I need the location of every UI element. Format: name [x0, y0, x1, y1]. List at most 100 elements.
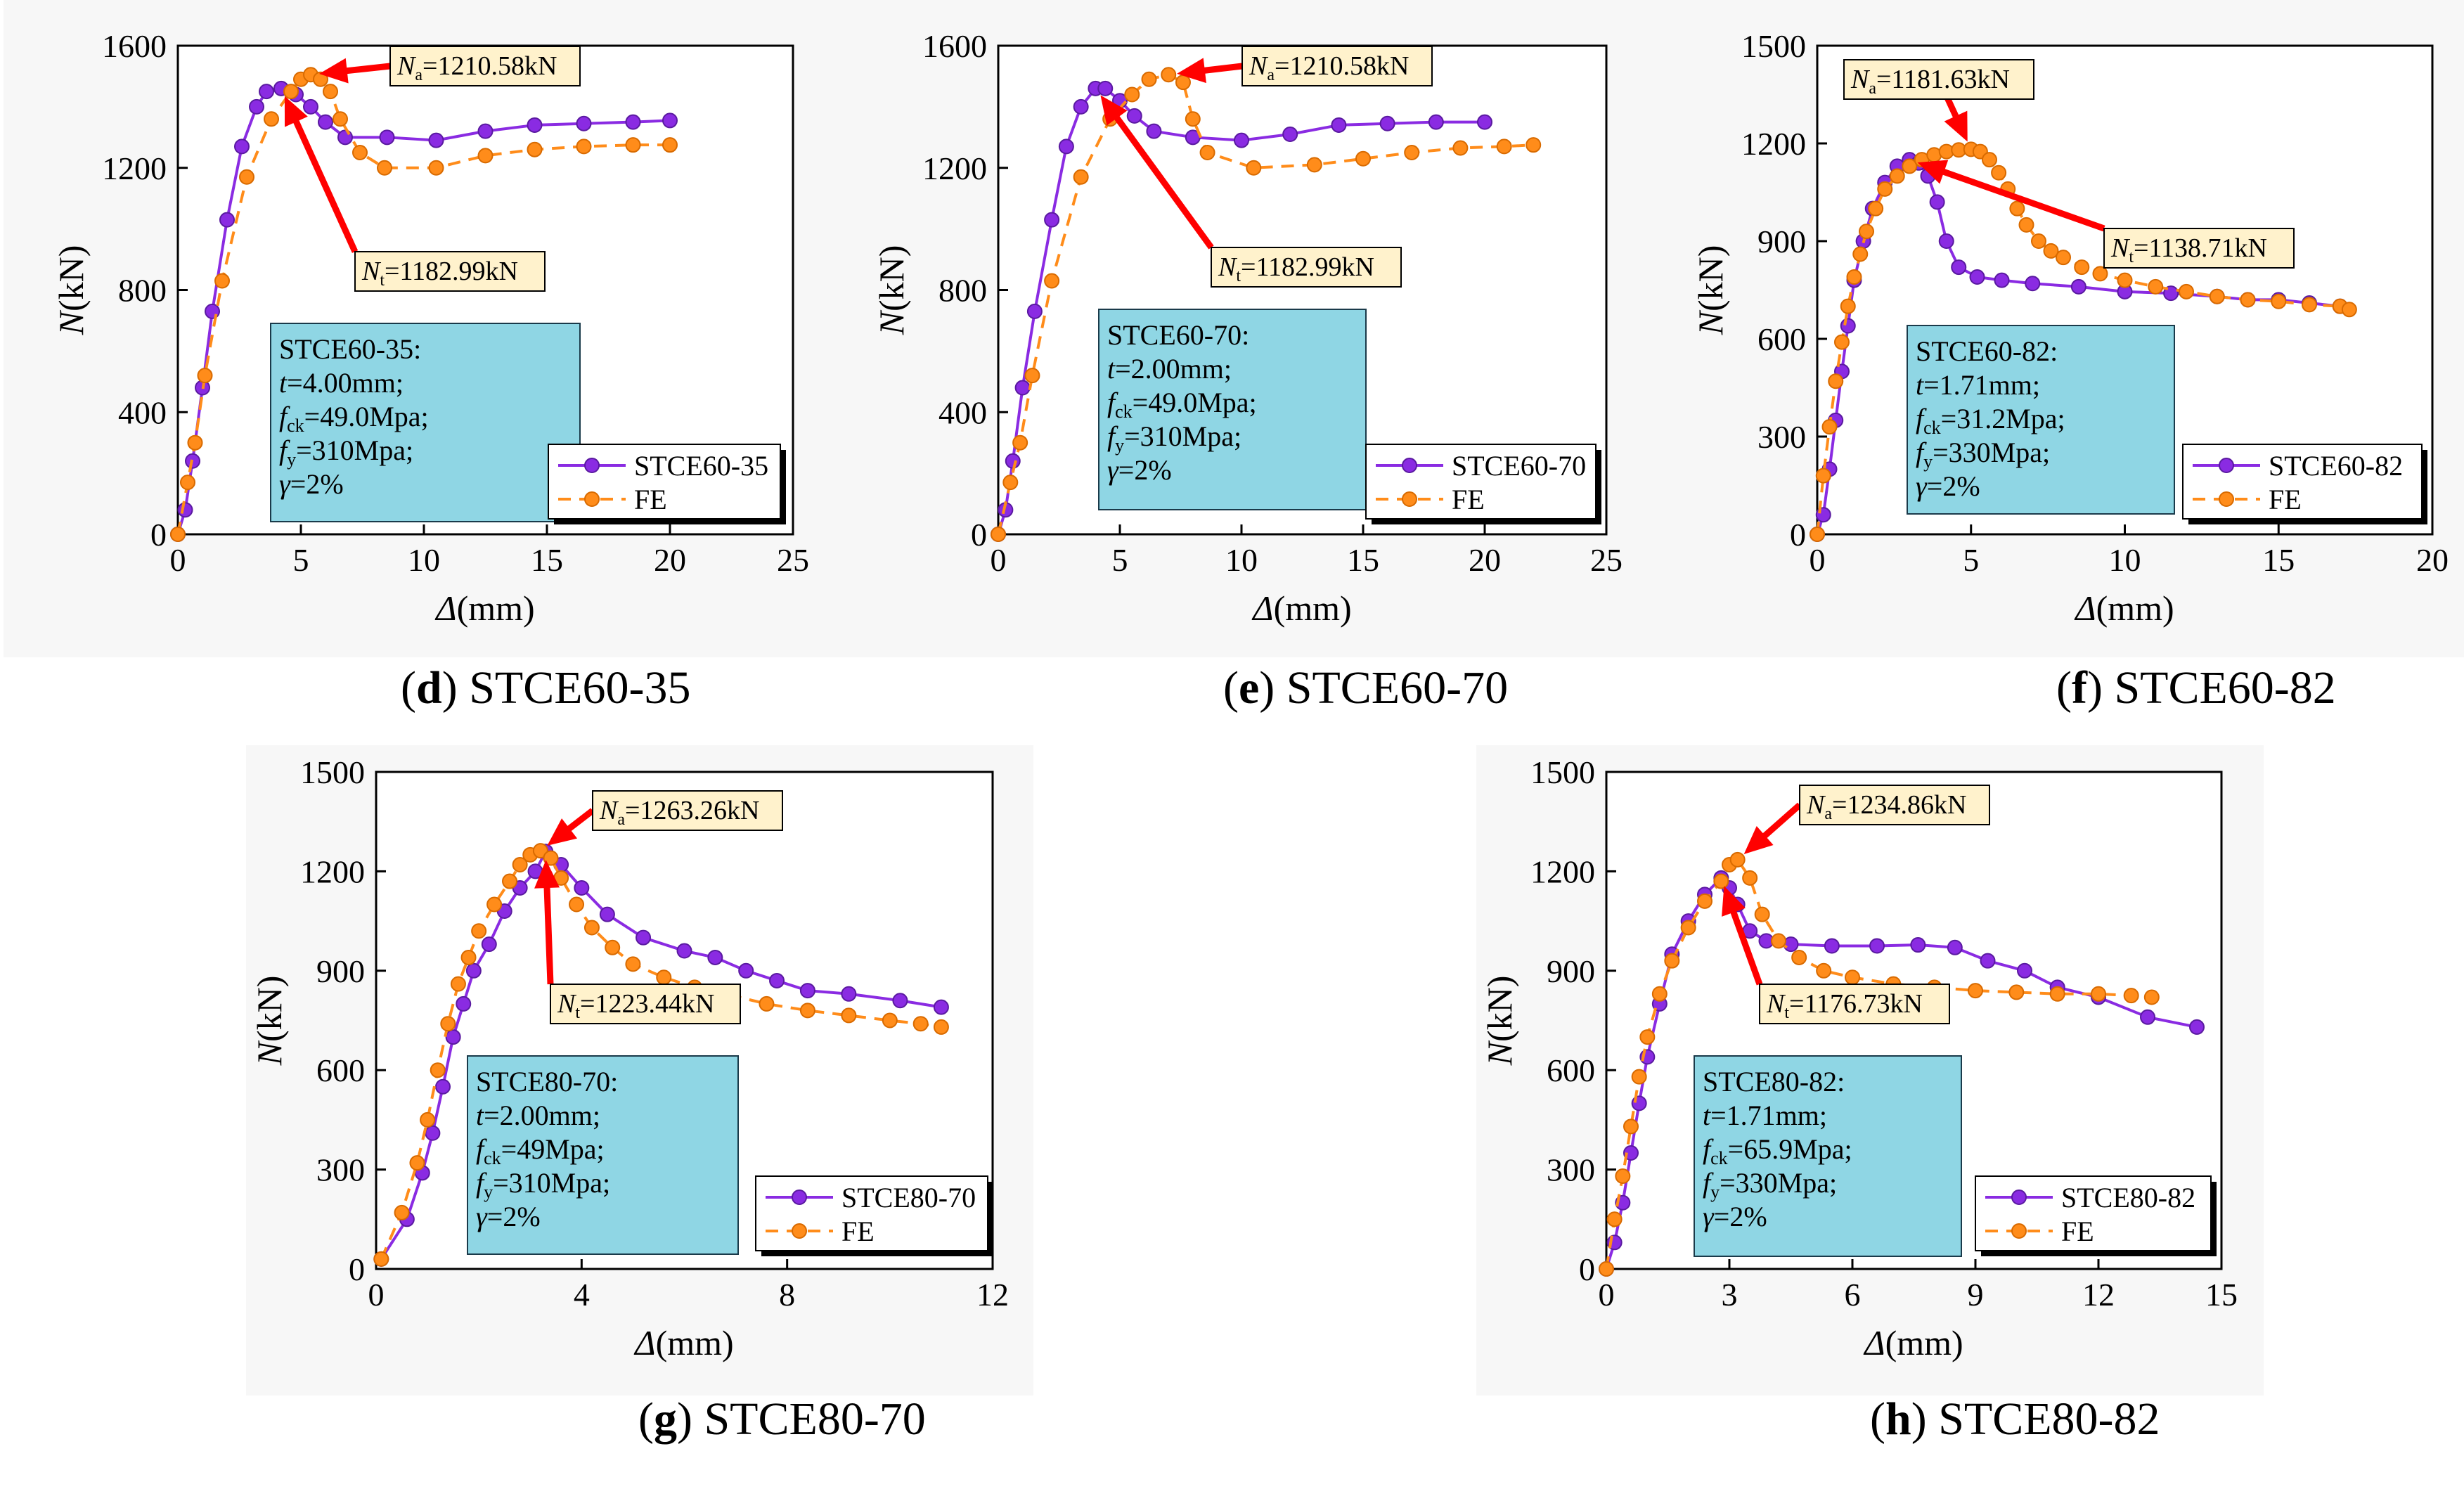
legend-marker-fe: [584, 491, 600, 507]
x-tick-label: 5: [1963, 542, 1979, 578]
data-point-fe: [430, 1062, 446, 1078]
info-gamma: γ=2%: [476, 1201, 541, 1232]
data-point-test: [1073, 98, 1089, 115]
data-point-test: [676, 943, 692, 959]
data-point-test: [2070, 278, 2086, 295]
panel-caption: (f) STCE60-82: [2056, 662, 2336, 714]
data-point-fe: [2008, 984, 2025, 1000]
data-point-fe: [1024, 368, 1040, 384]
data-point-fe: [991, 527, 1006, 542]
data-point-test: [481, 936, 497, 953]
data-point-fe: [2179, 283, 2194, 299]
info-gamma: γ=2%: [279, 468, 344, 500]
panel-caption: (g) STCE80-70: [638, 1393, 926, 1445]
data-point-fe: [2341, 302, 2357, 318]
x-tick-label: 15: [1347, 542, 1379, 578]
data-point-fe: [527, 141, 543, 157]
y-tick-label: 1200: [922, 150, 987, 186]
info-fy: fy=310Mpa;: [279, 434, 413, 470]
data-point-test: [707, 949, 723, 965]
data-point-fe: [477, 148, 494, 164]
callout-arrow-head-a: [1944, 110, 1968, 142]
x-axis-label: Δ(mm): [434, 588, 534, 628]
data-point-test: [318, 114, 333, 130]
data-point-test: [1994, 272, 2010, 288]
data-point-test: [576, 115, 592, 131]
x-tick-label: 20: [2416, 542, 2449, 578]
data-point-fe: [583, 920, 600, 936]
x-tick-label: 10: [1225, 542, 1258, 578]
info-title: STCE60-35:: [279, 333, 421, 365]
data-point-fe: [1821, 419, 1838, 435]
y-tick-label: 0: [1579, 1251, 1595, 1287]
info-fy: fy=310Mpa;: [1107, 420, 1241, 456]
callout-text-t: Nt=1138.71kN: [2110, 233, 2267, 266]
data-point-fe: [2031, 233, 2046, 249]
info-box: [270, 323, 581, 522]
legend-label-fe: FE: [634, 484, 667, 515]
data-point-fe: [1651, 986, 1668, 1002]
callout-text-t: Nt=1223.44kN: [557, 989, 714, 1022]
info-box: [467, 1055, 739, 1255]
data-point-test: [1840, 318, 1856, 334]
data-point-fe: [759, 995, 775, 1012]
legend-box: [2182, 444, 2423, 520]
data-point-test: [1005, 453, 1021, 469]
data-point-test: [933, 999, 949, 1015]
data-point-test: [1951, 259, 1967, 276]
data-point-fe: [2009, 200, 2025, 217]
legend-marker-fe: [2219, 491, 2234, 507]
data-point-fe: [569, 896, 585, 913]
data-point-fe: [1877, 181, 1893, 197]
data-point-test: [662, 112, 678, 129]
callout-arrow-head-t: [1100, 95, 1128, 126]
data-point-fe: [1771, 933, 1786, 949]
x-tick-label: 12: [976, 1277, 1009, 1313]
y-tick-label: 900: [316, 953, 365, 989]
legend-marker-test: [584, 458, 600, 473]
data-point-test: [1477, 114, 1492, 130]
data-point-fe: [239, 169, 254, 185]
data-point-test: [1623, 1145, 1639, 1161]
data-point-fe: [2049, 986, 2065, 1002]
data-point-fe: [1002, 475, 1019, 491]
data-point-fe: [1754, 906, 1770, 922]
data-point-fe: [1982, 152, 1997, 168]
data-point-test: [1947, 939, 1963, 955]
data-point-fe: [543, 850, 559, 866]
callout-box-t: [1759, 984, 1950, 1024]
callout-box-a: [389, 46, 581, 86]
data-point-test: [574, 879, 590, 896]
data-point-fe: [1680, 920, 1696, 936]
x-tick-label: 0: [991, 542, 1007, 578]
info-fck: fck=49Mpa;: [476, 1133, 605, 1168]
data-point-fe: [512, 856, 528, 872]
callout-text-t: Nt=1176.73kN: [1766, 989, 1923, 1022]
callout-text-a: Na=1263.26kN: [599, 796, 759, 829]
data-point-fe: [1124, 86, 1140, 103]
data-point-fe: [532, 843, 548, 859]
data-point-fe: [799, 1003, 815, 1019]
data-point-test: [1126, 108, 1142, 124]
legend-marker-test: [792, 1190, 807, 1205]
x-tick-label: 15: [2262, 542, 2295, 578]
info-fck: fck=49.0Mpa;: [1107, 387, 1257, 422]
info-title: STCE80-82:: [1703, 1066, 1845, 1097]
data-point-fe: [1968, 983, 1983, 999]
data-point-fe: [352, 145, 368, 161]
series-line-fe: [380, 849, 942, 1260]
data-point-fe: [170, 527, 186, 542]
data-point-fe: [1185, 111, 1201, 127]
data-point-test: [234, 138, 250, 155]
y-axis-label: N(kN): [250, 976, 289, 1066]
data-point-fe: [180, 475, 195, 491]
data-point-fe: [1175, 75, 1191, 91]
info-thickness: t=2.00mm;: [476, 1100, 600, 1131]
info-title: STCE60-82:: [1916, 335, 2058, 367]
callout-box-a: [1241, 46, 1433, 86]
series-line-fe: [997, 73, 1534, 535]
data-point-test: [799, 983, 815, 999]
data-point-test: [1014, 380, 1031, 396]
x-tick-label: 5: [293, 542, 309, 578]
data-point-test: [1058, 138, 1074, 155]
